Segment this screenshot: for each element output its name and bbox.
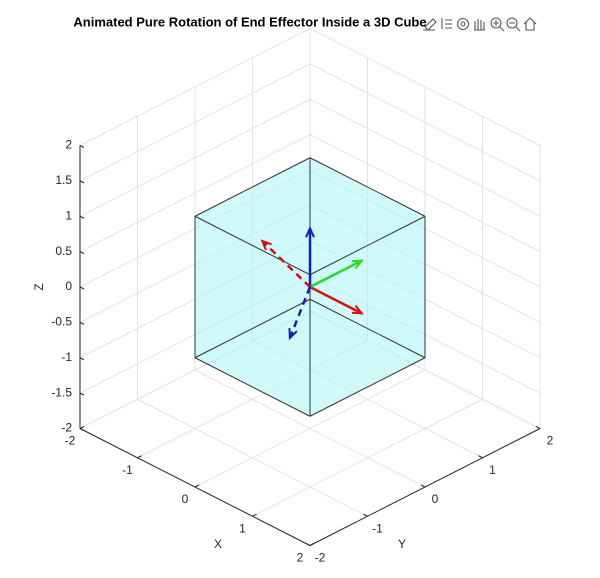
tick-mark [478,455,483,459]
plot-area [194,157,426,417]
grid-line [79,98,311,217]
z-tick-label: 2 [65,138,72,152]
vector-head [351,259,364,269]
tick-mark [79,215,85,219]
rotate-icon[interactable] [456,17,470,31]
tick-mark [79,145,85,148]
tick-mark [535,426,541,429]
cube-edge [309,298,426,359]
y-tick-label: -2 [315,551,326,565]
y-tick-label: 1 [489,463,496,477]
zoom-out-icon[interactable] [506,17,521,32]
tick-mark [305,543,311,546]
zoom-in-icon[interactable] [490,17,505,32]
grid-line [194,369,426,488]
grid: -2 -1 0 1 2 -2 -1 0 1 2 -2 -1.5 -1 -0.5 0 0.5 1 1.5 2 [51,28,554,565]
z-axis-label: Z [32,283,46,290]
x-tick-label: 1 [239,521,246,535]
cube-edge [194,157,311,217]
tick-mark [79,251,85,255]
legend-icon[interactable] [441,18,452,29]
y-tick-label: 2 [547,434,554,448]
x-tick-label: 2 [297,551,304,565]
vector [309,285,363,315]
grid-line [309,98,541,217]
tick-mark [79,357,85,361]
grid-line [137,398,368,517]
y-axis-label: Y [398,537,406,551]
vector-head [351,305,364,315]
x-tick-label: 0 [182,492,189,506]
vector-head [305,225,315,238]
toolbar [423,17,537,32]
tick-mark [79,180,85,184]
pan-icon[interactable] [474,19,485,31]
cube-edge [194,298,311,359]
grid-line [309,63,541,182]
z-tick-label: 0.5 [55,244,72,258]
tick-mark [194,484,200,488]
z-tick-label: 1 [65,208,72,222]
z-tick-label: 1.5 [55,173,72,187]
z-tick-label: -1.5 [51,385,72,399]
tick-mark [137,455,142,459]
x-tick-label: -2 [65,434,76,448]
vector [288,286,312,339]
cube-edge [194,357,311,417]
vector [309,259,363,289]
vector-head [260,239,272,251]
tick-mark [309,543,315,546]
grid-line [309,134,541,253]
grid-line [79,134,311,253]
cube-edge [309,357,426,417]
cube-edge [194,215,311,276]
grid-line [309,28,541,146]
x-tick-label: -1 [122,463,133,477]
tick-mark [363,513,368,517]
grid-line [79,28,311,146]
tick-mark [79,286,85,290]
tick-mark [79,428,85,431]
home-icon[interactable] [523,17,537,31]
x-axis-label: X [214,537,222,551]
tick-mark [79,321,85,325]
tick-mark [79,426,85,429]
tick-mark [420,484,426,488]
z-tick-label: -0.5 [51,315,72,329]
z-tick-label: 0 [65,279,72,293]
tick-mark [79,392,85,396]
tick-mark [252,513,257,517]
y-tick-label: 0 [432,492,439,506]
chart-title: Animated Pure Rotation of End Effector I… [73,14,426,29]
z-tick-label: -1 [61,350,72,364]
cube-edge [309,215,426,276]
brush-icon[interactable] [423,18,437,31]
grid-line [79,63,311,182]
z-tick-label: -2 [61,421,72,435]
cube-edge [309,157,426,217]
y-tick-label: -1 [372,521,383,535]
vector-head [288,328,298,341]
